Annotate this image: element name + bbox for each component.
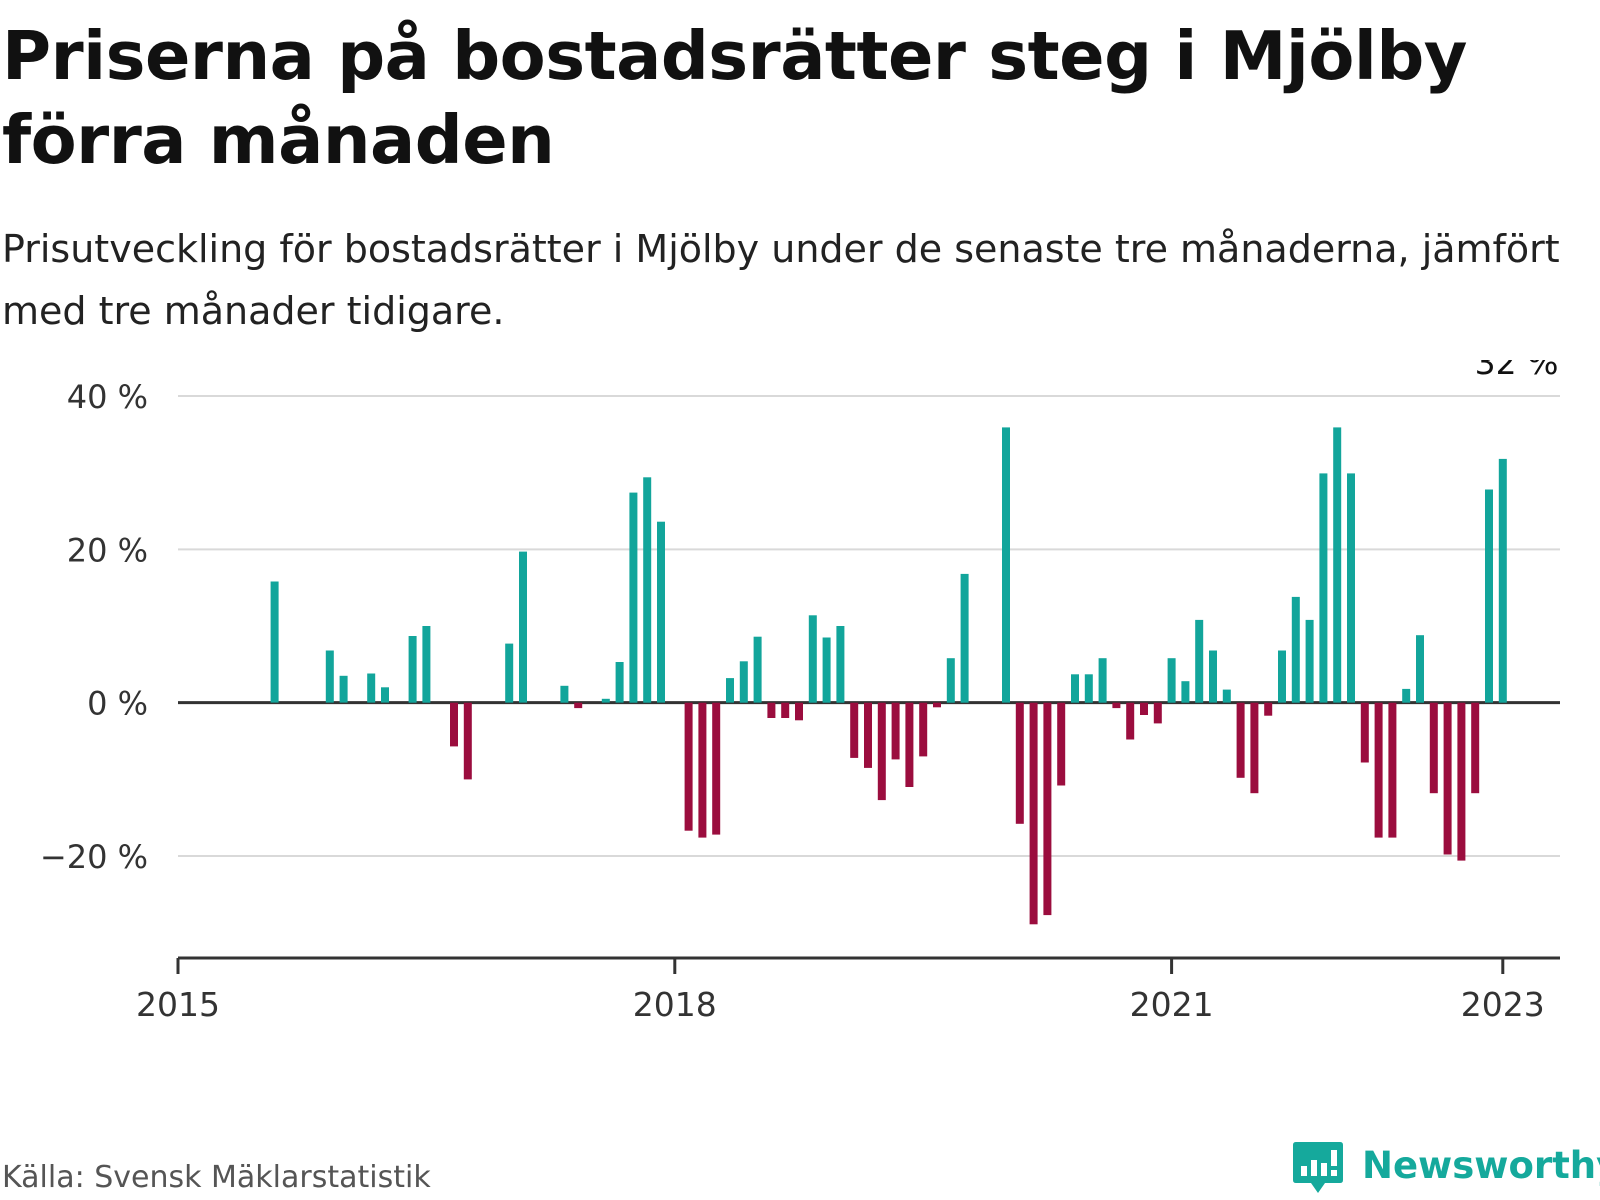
bar	[629, 492, 638, 703]
bar	[1112, 702, 1121, 709]
bar	[560, 685, 569, 703]
grid-lines	[178, 395, 1560, 857]
source-note: Källa: Svensk Mäklarstatistik	[2, 1160, 431, 1195]
bar	[712, 702, 721, 835]
x-tick-label: 2018	[633, 985, 717, 1024]
bar-chart: 40 % 20 % 0 % −20 % 2015 2018 2021 2023 32 %	[40, 360, 1560, 1024]
brand-name: Newsworthy	[1362, 1144, 1600, 1187]
bar	[339, 675, 348, 703]
bar	[1416, 635, 1424, 703]
bar	[1498, 458, 1507, 703]
bar	[408, 636, 417, 703]
bar	[1181, 681, 1190, 703]
bar	[657, 521, 665, 703]
bar	[905, 702, 914, 787]
bar	[381, 687, 389, 703]
bar	[808, 615, 817, 703]
bar	[615, 662, 624, 703]
x-axis: 2015 2018 2021 2023	[136, 956, 1560, 1024]
bar	[1360, 702, 1369, 763]
bar	[767, 702, 776, 718]
bar	[1002, 427, 1010, 703]
bars	[270, 427, 1507, 925]
bar	[1057, 702, 1066, 786]
bar	[1291, 596, 1300, 703]
bar	[325, 650, 334, 703]
bar	[1485, 489, 1493, 703]
bar	[1153, 702, 1162, 724]
bar	[1319, 473, 1328, 703]
bar	[1471, 702, 1480, 794]
brand-logo: Newsworthy	[1292, 1140, 1600, 1196]
bar	[1084, 674, 1093, 703]
chart-title: Priserna på bostadsrätter steg i Mjölby …	[2, 17, 1467, 179]
bar	[574, 702, 583, 709]
bar	[960, 573, 969, 703]
bar	[1443, 702, 1452, 855]
x-tick-label: 2021	[1130, 985, 1214, 1024]
bar	[1264, 702, 1273, 716]
x-tick-label: 2023	[1461, 985, 1545, 1024]
bar	[946, 658, 955, 703]
bar	[1250, 702, 1259, 794]
bar	[450, 702, 458, 747]
bar	[1071, 674, 1079, 703]
bar	[698, 702, 707, 838]
bar	[505, 643, 514, 703]
bar	[836, 626, 845, 703]
bar	[1126, 702, 1135, 740]
bar	[822, 637, 831, 703]
bar	[684, 702, 693, 831]
bar	[1305, 619, 1314, 703]
bar	[1333, 427, 1342, 703]
x-tick-label: 2015	[136, 985, 220, 1024]
annotations: 32 %	[1475, 360, 1559, 382]
y-tick-label: 20 %	[67, 531, 148, 569]
bar	[1043, 702, 1052, 916]
bar	[1347, 473, 1355, 703]
bar	[519, 551, 527, 703]
bar	[1098, 658, 1107, 703]
bar	[726, 678, 734, 703]
bar	[1222, 689, 1231, 703]
bar	[1140, 702, 1148, 715]
bar	[739, 661, 748, 703]
bar	[1388, 702, 1397, 838]
bar	[850, 702, 859, 758]
bar	[1374, 702, 1383, 838]
bar	[1209, 650, 1217, 703]
bar	[1167, 658, 1176, 703]
y-tick-label: −20 %	[40, 838, 148, 876]
bar	[1015, 702, 1024, 824]
bar	[1029, 702, 1038, 925]
chart-subtitle: Prisutveckling för bostadsrätter i Mjölb…	[2, 227, 1560, 333]
bar	[1429, 702, 1438, 794]
bar	[919, 702, 928, 757]
y-tick-label: 0 %	[87, 685, 148, 723]
bar	[864, 702, 872, 768]
bar	[1402, 688, 1411, 703]
y-tick-label: 40 %	[67, 378, 148, 416]
bar	[781, 702, 790, 718]
y-axis-labels: 40 % 20 % 0 % −20 %	[40, 378, 148, 876]
bar	[1236, 702, 1245, 778]
bar	[1195, 619, 1204, 703]
bar	[643, 477, 652, 703]
bar	[795, 702, 803, 721]
bar	[1457, 702, 1466, 861]
bar	[270, 581, 279, 703]
bar	[877, 702, 886, 801]
bar	[422, 626, 431, 703]
last-value-label: 32 %	[1475, 360, 1559, 382]
bar	[933, 702, 941, 708]
bar	[1278, 650, 1286, 703]
bar	[367, 673, 376, 703]
newsworthy-logo-icon	[1293, 1142, 1343, 1193]
bar	[463, 702, 472, 780]
bar	[753, 636, 762, 703]
bar	[891, 702, 900, 760]
bar	[601, 698, 610, 703]
